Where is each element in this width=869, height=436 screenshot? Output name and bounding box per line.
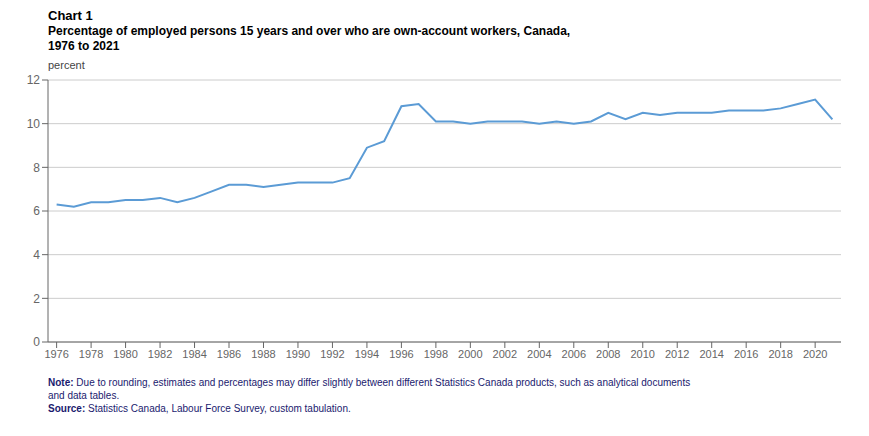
svg-text:2020: 2020 <box>803 348 827 360</box>
svg-text:4: 4 <box>33 248 40 262</box>
html-text:Source: Statistics Canada, Lab: Source: Statistics Canada, Labour Force … <box>48 403 351 414</box>
html-text:Percentage of employed persons: Percentage of employed persons 15 years … <box>48 24 571 38</box>
svg-text:2012: 2012 <box>665 348 689 360</box>
svg-text:1988: 1988 <box>251 348 275 360</box>
svg-text:2000: 2000 <box>458 348 482 360</box>
svg-text:1990: 1990 <box>286 348 310 360</box>
svg-text:1996: 1996 <box>389 348 413 360</box>
svg-text:1978: 1978 <box>79 348 103 360</box>
svg-text:1992: 1992 <box>320 348 344 360</box>
svg-text:2010: 2010 <box>631 348 655 360</box>
html-text:1976 to 2021: 1976 to 2021 <box>48 39 120 53</box>
html-text:and data tables.: and data tables. <box>48 390 120 401</box>
html-text:Note: Due to rounding, estimat: Note: Due to rounding, estimates and per… <box>48 377 691 388</box>
svg-text:1994: 1994 <box>355 348 379 360</box>
html-text:Chart 1: Chart 1 <box>48 8 93 23</box>
html-text:percent: percent <box>48 59 85 71</box>
svg-text:2002: 2002 <box>493 348 517 360</box>
svg-text:2004: 2004 <box>527 348 551 360</box>
svg-text:2: 2 <box>33 292 40 306</box>
svg-text:2006: 2006 <box>562 348 586 360</box>
svg-text:2018: 2018 <box>768 348 792 360</box>
svg-text:1986: 1986 <box>217 348 241 360</box>
svg-text:1976: 1976 <box>44 348 68 360</box>
svg-text:0: 0 <box>33 335 40 349</box>
svg-text:2014: 2014 <box>699 348 723 360</box>
svg-text:1998: 1998 <box>424 348 448 360</box>
svg-text:1980: 1980 <box>113 348 137 360</box>
svg-text:12: 12 <box>27 73 41 87</box>
svg-text:2008: 2008 <box>596 348 620 360</box>
svg-text:6: 6 <box>33 204 40 218</box>
svg-text:1984: 1984 <box>182 348 206 360</box>
svg-text:8: 8 <box>33 161 40 175</box>
svg-text:10: 10 <box>27 117 41 131</box>
svg-text:1982: 1982 <box>148 348 172 360</box>
svg-text:2016: 2016 <box>734 348 758 360</box>
